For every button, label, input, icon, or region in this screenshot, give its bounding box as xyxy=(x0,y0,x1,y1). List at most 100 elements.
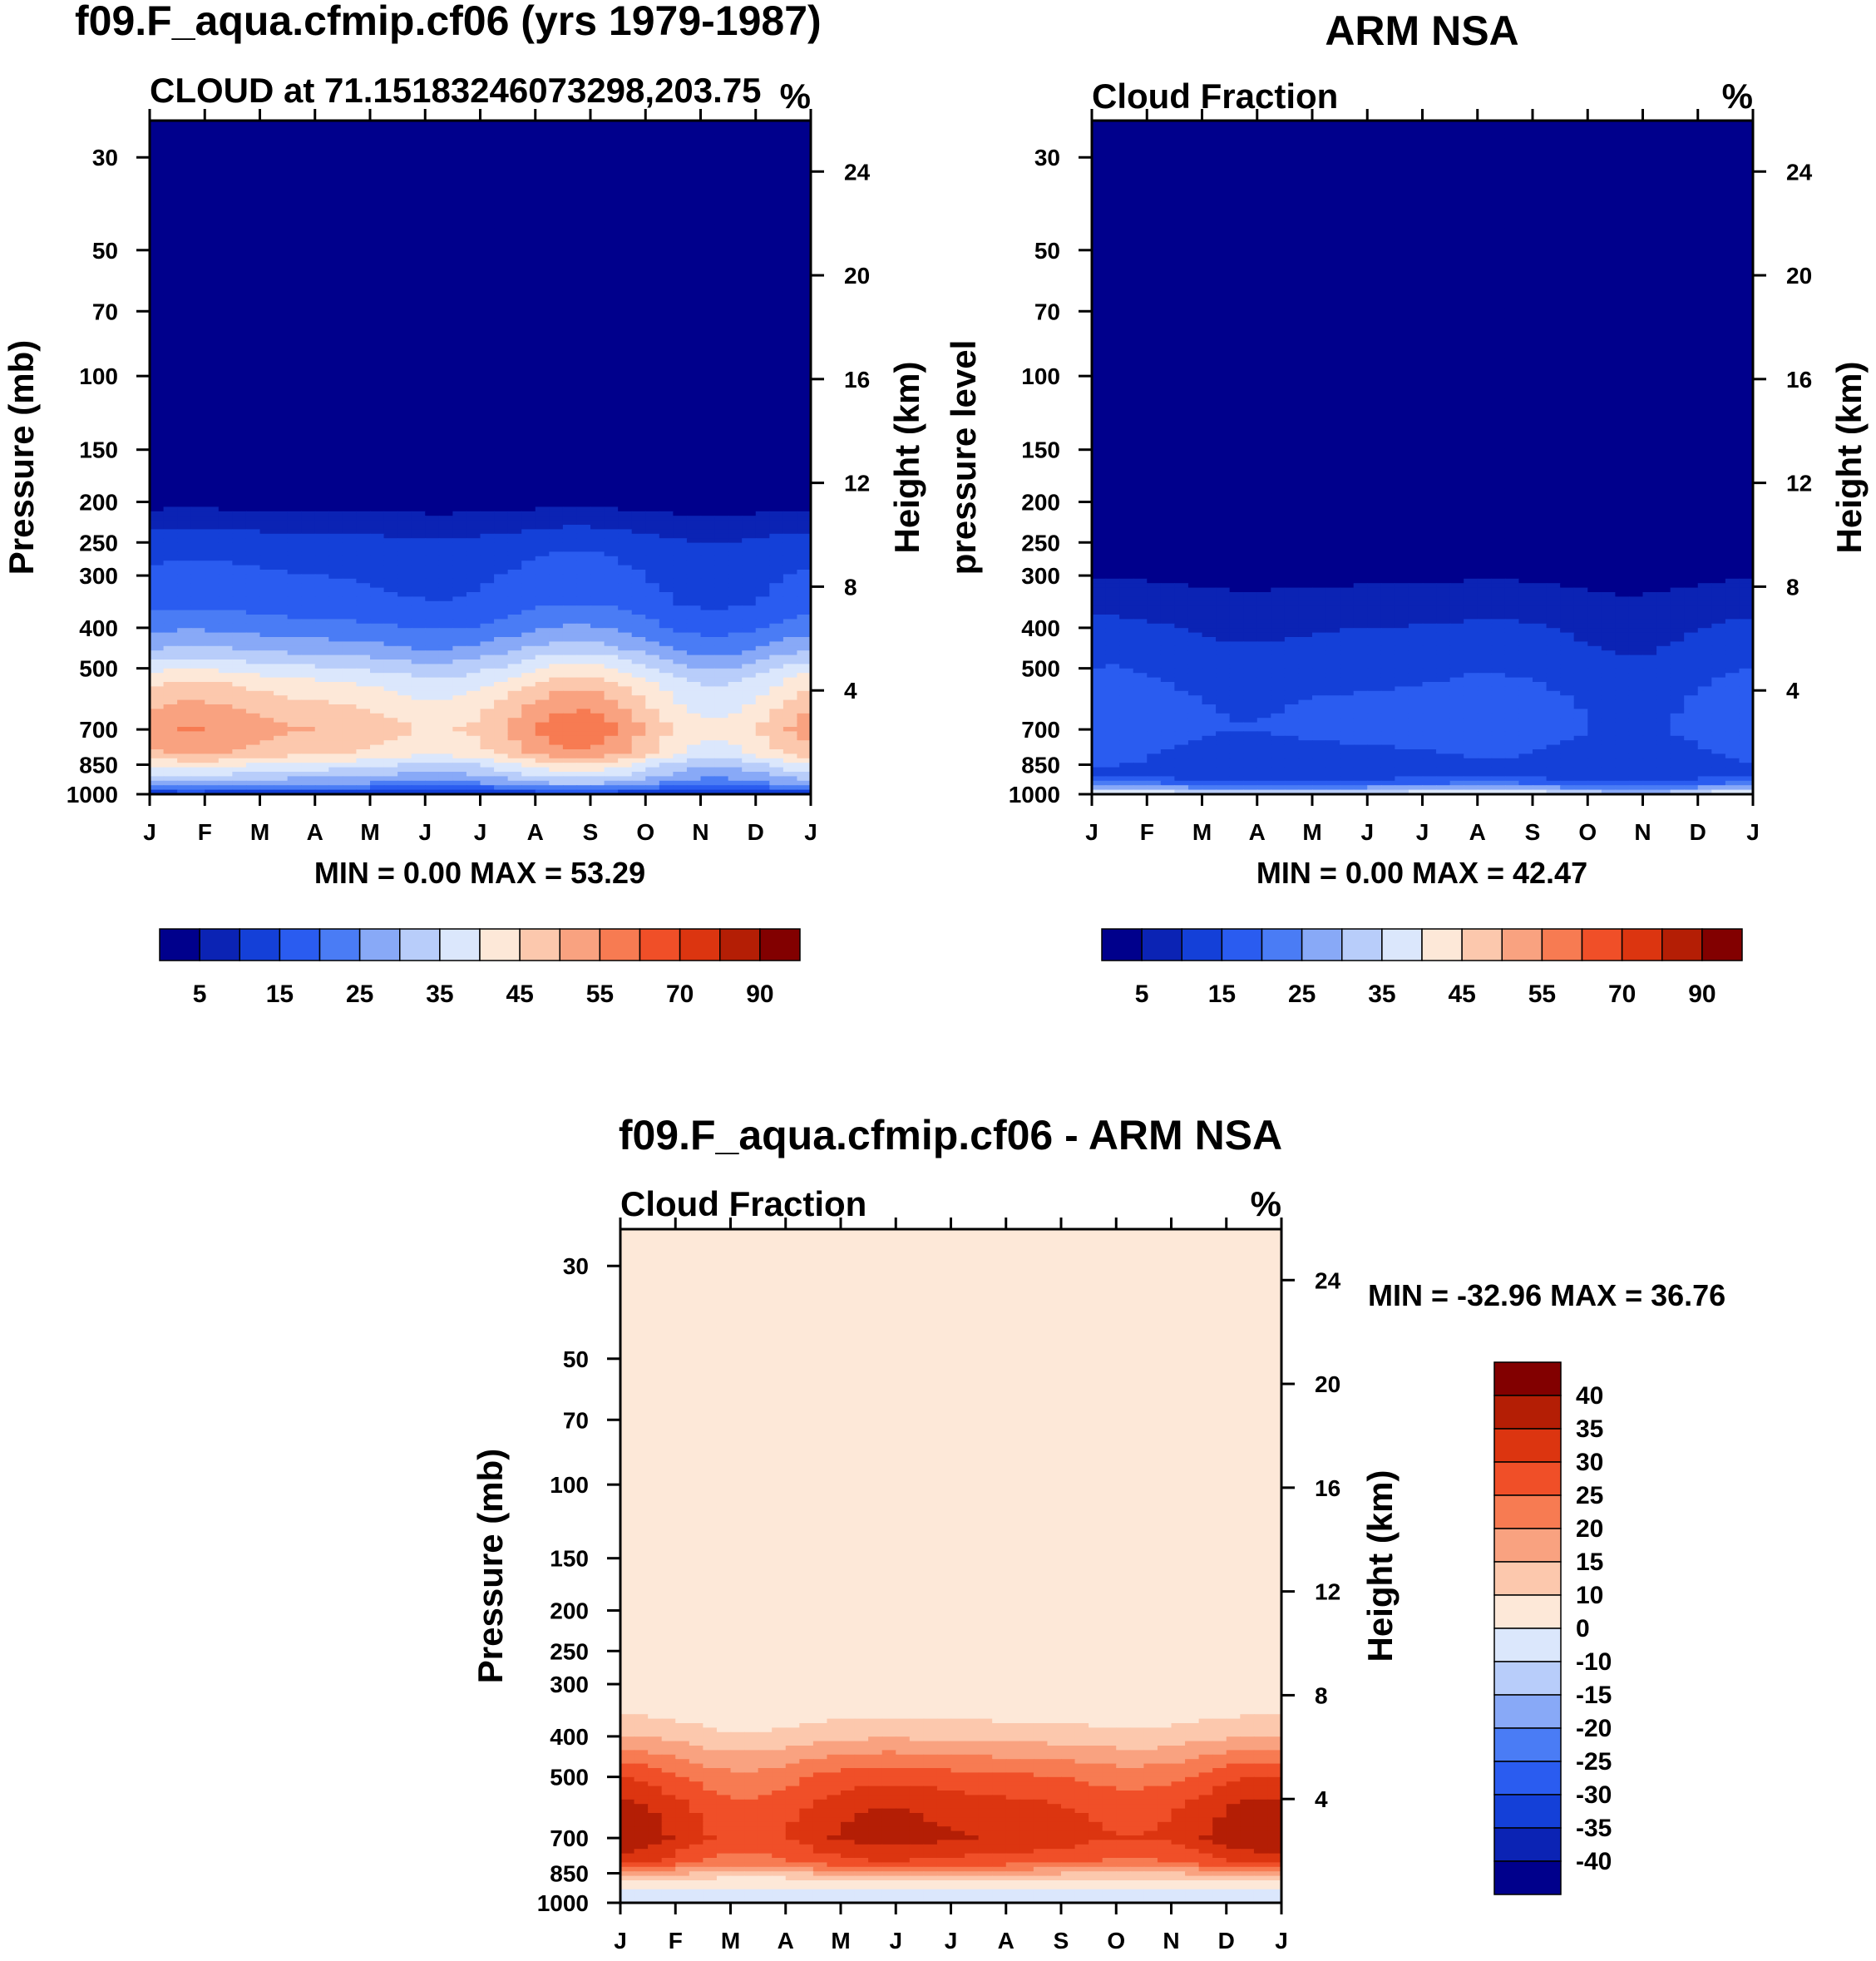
contour-cell xyxy=(163,233,178,239)
contour-cell xyxy=(301,583,316,589)
contour-cell xyxy=(590,264,605,269)
contour-cell xyxy=(259,295,274,301)
contour-cell xyxy=(480,314,495,319)
contour-cell xyxy=(356,340,371,346)
contour-cell xyxy=(287,547,302,553)
contour-cell xyxy=(782,134,798,140)
contour-cell xyxy=(232,547,247,553)
contour-cell xyxy=(604,174,619,180)
contour-cell xyxy=(397,259,412,265)
contour-cell xyxy=(218,340,234,346)
contour-cell xyxy=(411,304,427,310)
contour-cell xyxy=(797,340,811,346)
contour-cell xyxy=(218,493,234,499)
contour-cell xyxy=(301,421,316,427)
contour-cell xyxy=(466,156,481,162)
contour-cell xyxy=(714,138,729,144)
contour-cell xyxy=(397,205,412,211)
contour-cell xyxy=(728,278,743,284)
contour-cell xyxy=(728,192,743,198)
contour-cell xyxy=(232,466,247,472)
contour-cell xyxy=(232,471,247,477)
contour-cell xyxy=(769,156,784,162)
contour-cell xyxy=(742,304,757,310)
contour-cell xyxy=(645,282,660,288)
contour-cell xyxy=(411,273,427,279)
contour-cell xyxy=(576,269,591,274)
contour-cell xyxy=(769,502,784,508)
contour-cell xyxy=(742,138,757,144)
contour-cell xyxy=(645,358,660,364)
contour-cell xyxy=(700,246,715,252)
contour-cell xyxy=(328,259,343,265)
contour-cell xyxy=(150,484,165,490)
contour-cell xyxy=(618,390,633,396)
contour-cell xyxy=(659,471,674,477)
contour-cell xyxy=(604,237,619,243)
contour-cell xyxy=(755,390,771,396)
contour-cell xyxy=(232,174,247,180)
contour-cell xyxy=(383,156,398,162)
contour-cell xyxy=(576,170,591,175)
contour-cell xyxy=(535,376,550,382)
contour-cell xyxy=(274,273,289,279)
contour-cell xyxy=(438,156,454,162)
contour-cell xyxy=(397,192,412,198)
contour-cell xyxy=(314,408,330,413)
contour-cell xyxy=(205,497,220,503)
contour-cell xyxy=(438,250,454,256)
contour-cell xyxy=(742,583,757,589)
contour-cell xyxy=(397,475,412,481)
contour-cell xyxy=(356,309,371,314)
contour-cell xyxy=(742,309,757,314)
contour-cell xyxy=(370,205,385,211)
contour-cell xyxy=(686,398,702,404)
contour-cell xyxy=(466,390,481,396)
contour-cell xyxy=(521,345,536,351)
contour-cell xyxy=(631,408,647,413)
contour-cell xyxy=(287,192,302,198)
contour-cell xyxy=(700,475,715,481)
contour-cell xyxy=(425,210,440,216)
contour-cell xyxy=(314,556,330,561)
contour-cell xyxy=(259,264,274,269)
contour-cell xyxy=(342,462,358,467)
contour-cell xyxy=(742,233,757,239)
contour-cell xyxy=(618,286,633,292)
contour-cell xyxy=(328,349,343,355)
contour-cell xyxy=(205,165,220,171)
contour-cell xyxy=(618,282,633,288)
contour-cell xyxy=(604,488,619,494)
contour-cell xyxy=(190,318,206,324)
contour-cell xyxy=(383,565,398,571)
contour-cell xyxy=(370,151,385,157)
contour-cell xyxy=(466,430,481,436)
contour-cell xyxy=(328,551,343,557)
contour-cell xyxy=(549,340,564,346)
contour-cell xyxy=(205,390,220,396)
contour-cell xyxy=(163,318,178,324)
contour-cell xyxy=(521,250,536,256)
contour-cell xyxy=(618,264,633,269)
contour-cell xyxy=(507,224,522,230)
contour-cell xyxy=(425,363,440,368)
contour-cell xyxy=(728,466,743,472)
contour-cell xyxy=(411,327,427,333)
contour-cell xyxy=(700,574,715,580)
contour-cell xyxy=(150,583,165,589)
contour-cell xyxy=(797,269,811,274)
contour-cell xyxy=(425,529,440,535)
contour-cell xyxy=(590,372,605,378)
contour-cell xyxy=(797,237,811,243)
contour-cell xyxy=(356,143,371,149)
contour-cell xyxy=(797,196,811,202)
contour-cell xyxy=(755,542,771,548)
contour-cell xyxy=(356,215,371,220)
contour-cell xyxy=(700,538,715,544)
contour-cell xyxy=(618,300,633,306)
contour-cell xyxy=(370,201,385,207)
contour-cell xyxy=(631,372,647,378)
contour-cell xyxy=(686,376,702,382)
contour-cell xyxy=(328,228,343,234)
contour-cell xyxy=(618,188,633,194)
